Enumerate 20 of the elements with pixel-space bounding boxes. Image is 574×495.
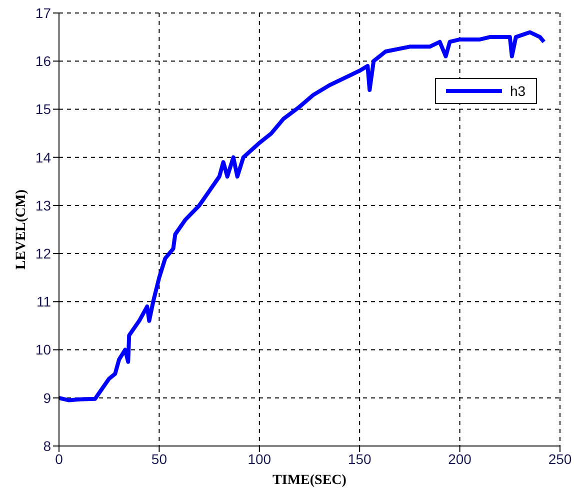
x-tick-label: 0 [55, 450, 64, 467]
y-tick-label: 15 [35, 101, 52, 118]
y-tick-label: 9 [43, 390, 52, 406]
y-axis-title: LEVEL(CM) [14, 189, 29, 270]
y-tick-label: 11 [36, 294, 52, 310]
x-tick-label: 250 [548, 450, 572, 467]
y-tick-label: 14 [35, 149, 52, 166]
y-tick-label: 8 [43, 438, 52, 454]
y-tick-label: 17 [35, 4, 52, 21]
x-tick-label: 100 [248, 450, 272, 467]
y-tick-label: 16 [35, 53, 52, 70]
y-tick-label: 12 [35, 246, 52, 262]
legend-label: h3 [510, 83, 526, 99]
x-axis-title: TIME(SEC) [272, 473, 347, 488]
y-tick-label: 13 [35, 197, 52, 214]
y-tick-label: 10 [35, 342, 52, 358]
x-tick-label: 50 [151, 450, 168, 467]
x-tick-label: 150 [348, 450, 372, 467]
x-tick-label: 200 [448, 450, 472, 467]
line-series [59, 30, 546, 402]
